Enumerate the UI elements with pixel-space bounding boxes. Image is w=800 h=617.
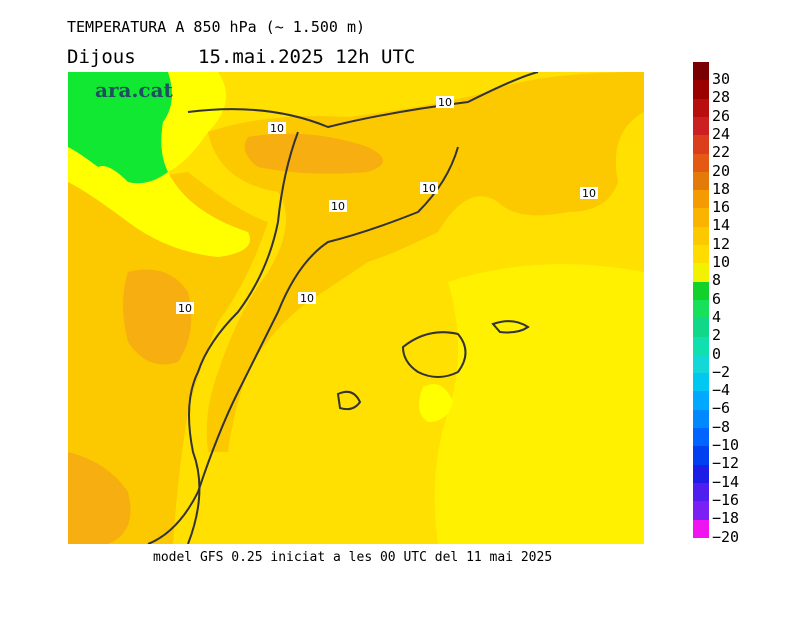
menorca [491,320,530,334]
legend-swatch [693,299,709,319]
map-canvas: 10 10 10 10 10 10 10 [68,72,644,544]
legend-label: 28 [712,88,731,107]
legend-label: −10 [712,436,740,454]
contour-label-4: 10 [582,187,596,200]
legend-label: 18 [712,179,731,198]
legend-swatch [693,428,709,447]
coastline [147,146,459,544]
legend-swatch [693,318,709,337]
forecast-datetime: 15.mai.2025 12h UTC [198,46,416,68]
color-scale-legend [693,62,709,539]
band-4-6-nw [68,72,172,184]
legend-label: 26 [712,106,731,125]
legend-label: −14 [712,472,740,491]
legend-label: 22 [712,143,731,162]
forecast-day: Dijous [67,46,136,68]
contour-label-7: 10 [178,302,192,315]
legend-swatch [693,171,709,191]
ibiza [336,390,362,411]
legend-label: 4 [712,307,722,326]
legend-label: 10 [712,253,731,271]
legend-label: 2 [712,326,722,345]
contour-label-2: 10 [270,122,284,135]
legend-swatch [693,226,709,246]
legend-label: −12 [712,454,740,473]
legend-swatch [693,281,709,301]
map-title: TEMPERATURA A 850 hPa (~ 1.500 m) [67,18,366,36]
legend-label: 30 [712,70,731,88]
legend-swatch [693,354,709,374]
northern-border [187,72,539,129]
legend-swatch [693,373,709,392]
legend-label: 0 [712,344,722,363]
legend-swatch [693,190,709,209]
ara-cat-logo: ara.cat [95,78,173,102]
legend-swatch [693,501,709,520]
model-footer: model GFS 0.25 iniciat a les 00 UTC del … [153,550,553,565]
legend-swatch [693,464,709,484]
temperature-map: 10 10 10 10 10 10 10 [68,72,644,544]
contour-label-1: 10 [438,96,452,109]
legend-swatch [693,446,709,466]
legend-label: 16 [712,198,731,217]
legend-label: −2 [712,362,731,381]
band-12-14-c [68,452,131,544]
legend-swatch [693,135,709,154]
contour-label-6: 10 [300,292,314,305]
contour-label-5: 10 [331,200,345,213]
band-12-14-b [244,133,383,174]
legend-label: −18 [712,509,740,528]
legend-swatch [693,409,709,429]
legend-swatch [693,208,709,228]
mallorca [401,331,467,378]
legend-label: 24 [712,124,731,143]
legend-label: 6 [712,289,722,308]
legend-swatch [693,153,709,173]
legend-swatch [693,482,709,502]
legend-label: −20 [712,527,740,546]
legend-swatch [693,80,709,100]
legend-swatch [693,336,709,356]
legend-label: −6 [712,399,731,418]
legend-swatch [693,391,709,411]
band-6-8-islet [419,384,453,422]
contour-label-3: 10 [422,182,436,195]
legend-label: −4 [712,381,731,400]
band-12-14-a [123,269,192,365]
contour-labels: 10 10 10 10 10 10 10 [176,96,598,315]
legend-label: 8 [712,271,722,290]
legend-label: −8 [712,417,731,436]
legend-label: −16 [712,490,740,509]
legend-swatch [693,519,709,539]
legend-swatch [693,62,709,81]
legend-swatch [693,116,709,136]
legend-label: 14 [712,216,731,235]
legend-swatch [693,263,709,283]
legend-swatch [693,98,709,118]
band-6-8-se [434,264,644,544]
legend-swatch [693,245,709,264]
legend-label: 12 [712,234,731,253]
west-border [187,131,299,544]
legend-label: 20 [712,161,731,180]
